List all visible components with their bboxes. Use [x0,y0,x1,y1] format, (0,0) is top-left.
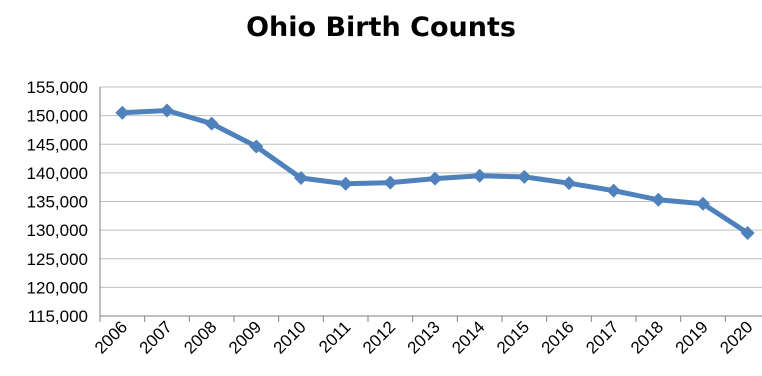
x-tick-label-2020: 2020 [716,317,756,357]
y-tick-label: 130,000 [27,221,88,240]
data-point-2020 [740,225,755,240]
data-point-2010 [294,171,308,186]
x-tick-label-2006: 2006 [91,317,131,357]
x-tick-label-2019: 2019 [672,317,712,357]
data-point-2012 [383,175,398,190]
y-tick-label: 135,000 [27,193,88,212]
x-tick-label-2016: 2016 [538,317,578,357]
x-axis-tick-labels: 2006 2007 2008 2009 2010 2011 2012 2013 2014 2015… [91,317,757,357]
y-tick-label: 140,000 [27,164,88,183]
y-tick-label: 145,000 [27,135,88,154]
x-tick-label-2010: 2010 [270,317,310,357]
x-tick-label-2007: 2007 [136,317,176,357]
x-tick-label-2015: 2015 [493,317,533,357]
x-tick-label-2014: 2014 [448,317,488,357]
y-tick-label: 115,000 [28,307,88,326]
x-tick-label-2013: 2013 [404,317,444,357]
data-point-2009 [249,139,264,154]
data-point-2006 [115,105,130,120]
x-tick-label-2008: 2008 [180,317,220,357]
data-point-2017 [606,183,621,198]
data-point-2013 [428,171,442,186]
y-axis-tick-labels: 115,000 120,000 125,000 130,000 135,000 140,0… [27,78,88,326]
y-tick-label: 150,000 [27,107,88,126]
y-tick-label: 120,000 [27,278,88,297]
x-tick-label-2017: 2017 [582,317,622,357]
x-tick-label-2018: 2018 [627,317,667,357]
x-tick-label-2009: 2009 [225,317,265,357]
axes [99,87,762,322]
y-tick-label: 155,000 [27,78,88,97]
data-point-2016 [562,176,576,191]
x-tick-label-2011: 2011 [315,317,354,356]
data-point-2014 [472,168,487,183]
y-tick-label: 125,000 [27,250,88,269]
data-point-2015 [517,169,532,184]
chart-title: Ohio Birth Counts [246,12,516,43]
data-point-2007 [160,103,174,118]
data-point-2018 [651,192,666,207]
data-point-2011 [338,176,353,191]
data-point-2008 [204,116,219,131]
data-point-2019 [696,196,710,211]
series-ohio-births [115,103,755,240]
x-tick-label-2012: 2012 [359,317,399,357]
